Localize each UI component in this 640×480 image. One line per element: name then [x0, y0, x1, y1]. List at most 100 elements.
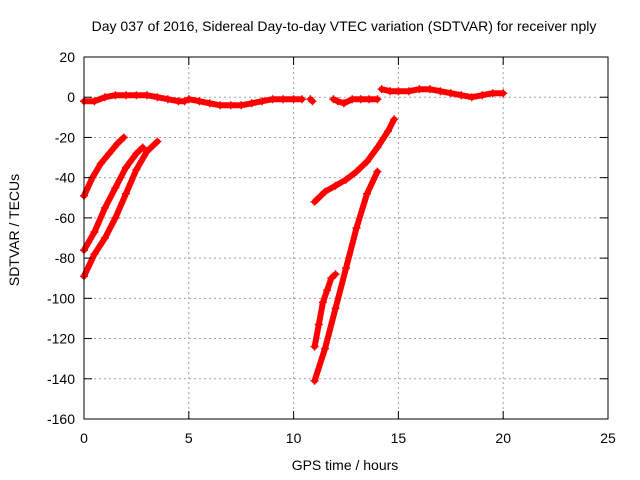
data-point	[163, 95, 172, 104]
series-line	[311, 116, 398, 205]
data-point	[90, 97, 99, 106]
x-tick-label: 15	[391, 430, 407, 446]
data-point	[111, 91, 120, 100]
data-point	[394, 87, 403, 96]
data-point	[216, 101, 225, 110]
data-point	[184, 95, 193, 104]
data-point	[457, 91, 466, 100]
data-point	[365, 95, 374, 104]
data-point	[314, 320, 323, 329]
data-point	[331, 181, 340, 190]
data-point	[436, 87, 445, 96]
data-point	[90, 250, 99, 259]
data-point	[446, 89, 455, 98]
data-point	[119, 133, 128, 142]
data-point	[425, 85, 434, 94]
data-point	[132, 165, 141, 174]
data-point	[377, 85, 386, 94]
axis-ticks: -160 -140 -120 -100 -80 -60 -40 -20 0 20 0 5 10 15 20 2…	[47, 49, 616, 446]
y-tick-label: 0	[67, 89, 75, 105]
data-point	[153, 93, 162, 102]
data-point	[467, 93, 476, 102]
data-point	[121, 91, 130, 100]
data-point	[333, 97, 342, 106]
data-point	[142, 91, 151, 100]
series-line	[81, 144, 146, 254]
y-tick-label: -100	[47, 290, 75, 306]
data-point	[373, 143, 382, 152]
data-point	[478, 91, 487, 100]
data-point	[331, 304, 340, 313]
data-point	[113, 139, 122, 148]
data-point	[352, 167, 361, 176]
data-point	[318, 298, 327, 307]
data-point	[327, 274, 336, 283]
data-point	[132, 149, 141, 158]
data-point	[415, 85, 424, 94]
y-axis-label: SDTVAR / TECUs	[6, 174, 22, 286]
data-point	[247, 99, 256, 108]
data-point	[268, 95, 277, 104]
y-tick-label: -40	[55, 170, 75, 186]
data-point	[289, 95, 298, 104]
data-point	[105, 149, 114, 158]
data-point	[132, 91, 141, 100]
data-point	[323, 286, 332, 295]
data-point	[226, 101, 235, 110]
data-point	[383, 127, 392, 136]
data-point	[373, 95, 382, 104]
plot-frame	[83, 56, 609, 420]
y-tick-label: -160	[47, 411, 75, 427]
data-point	[96, 159, 105, 168]
y-tick-label: -120	[47, 331, 75, 347]
data-series-layer	[80, 85, 508, 385]
x-tick-label: 20	[495, 430, 511, 446]
data-point	[331, 270, 340, 279]
y-tick-label: -20	[55, 129, 75, 145]
grid	[84, 57, 608, 419]
y-tick-label: -80	[55, 250, 75, 266]
data-point	[308, 97, 317, 106]
series-line	[81, 138, 161, 280]
data-point	[310, 376, 319, 385]
data-point	[362, 189, 371, 198]
data-point	[90, 227, 99, 236]
data-point	[329, 95, 338, 104]
data-point	[138, 143, 147, 152]
data-point	[342, 175, 350, 184]
x-axis-label: GPS time / hours	[292, 457, 399, 473]
data-point	[142, 147, 151, 156]
data-point	[195, 97, 204, 106]
data-point	[279, 95, 288, 104]
data-point	[373, 167, 382, 176]
data-point	[100, 203, 109, 212]
data-point	[310, 197, 319, 206]
x-tick-label: 25	[600, 430, 616, 446]
series-line	[81, 92, 305, 109]
data-point	[111, 183, 120, 192]
data-point	[356, 95, 365, 104]
y-tick-label: -60	[55, 210, 75, 226]
data-point	[121, 189, 130, 198]
data-point	[153, 137, 162, 146]
data-point	[342, 264, 350, 273]
data-point	[180, 97, 189, 106]
data-point	[321, 187, 330, 196]
chart-title: Day 037 of 2016, Sidereal Day-to-day VTE…	[92, 18, 597, 34]
data-point	[237, 101, 246, 110]
data-point	[310, 342, 319, 351]
data-point	[297, 95, 306, 104]
data-point	[488, 89, 497, 98]
data-point	[339, 99, 348, 108]
data-point	[100, 93, 109, 102]
series-line	[81, 134, 127, 199]
data-point	[404, 87, 413, 96]
data-point	[352, 223, 361, 232]
series-line	[378, 86, 507, 101]
x-tick-label: 10	[286, 430, 302, 446]
x-tick-label: 5	[185, 430, 193, 446]
data-point	[121, 163, 130, 172]
data-point	[386, 87, 395, 96]
data-point	[348, 95, 357, 104]
